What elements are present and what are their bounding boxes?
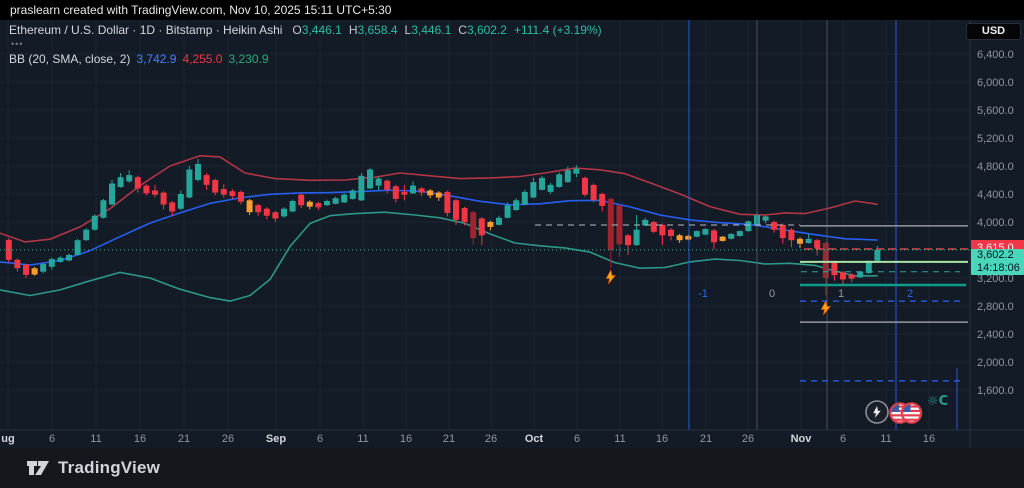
tradingview-logo-text[interactable]: TradingView bbox=[58, 458, 161, 477]
currency-toggle-button[interactable]: USD bbox=[966, 23, 1021, 40]
svg-text:16: 16 bbox=[134, 433, 146, 445]
svg-text:Nov: Nov bbox=[791, 433, 813, 445]
price-axis[interactable]: 6,400.0 6,000.0 5,600.0 5,200.0 4,800.0 4,400… bbox=[977, 49, 1014, 397]
close-label: C bbox=[458, 23, 467, 37]
candles bbox=[5, 159, 881, 296]
svg-text:6,000.0: 6,000.0 bbox=[977, 77, 1014, 89]
high-value: 3,658.4 bbox=[357, 23, 398, 37]
lightning-icon bbox=[605, 269, 616, 285]
low-value: 3,446.1 bbox=[411, 23, 452, 37]
chart-corner-icons: ☼C bbox=[865, 394, 948, 424]
change-value: +111.4 (+3.19%) bbox=[513, 23, 602, 37]
bb-label: BB (20, SMA, close, 2) bbox=[9, 52, 131, 66]
high-label: H bbox=[348, 23, 358, 37]
lightning-icon bbox=[820, 300, 831, 316]
svg-text:21: 21 bbox=[700, 433, 712, 445]
last-price-value: 3,602.2 bbox=[977, 249, 1014, 261]
svg-text:1: 1 bbox=[838, 288, 844, 300]
teal-glyph-icon: ☼C bbox=[927, 394, 948, 409]
svg-text:16: 16 bbox=[656, 433, 668, 445]
symbol-legend-row[interactable]: Ethereum / U.S. Dollar · 1D · Bitstamp ·… bbox=[9, 23, 602, 38]
open-label: O bbox=[292, 23, 302, 37]
svg-text:2,000.0: 2,000.0 bbox=[977, 357, 1014, 369]
svg-text:Oct: Oct bbox=[525, 433, 544, 445]
svg-text:11: 11 bbox=[357, 433, 368, 445]
svg-text:6: 6 bbox=[49, 433, 55, 445]
svg-text:6: 6 bbox=[574, 433, 580, 445]
svg-text:26: 26 bbox=[742, 433, 754, 445]
svg-text:-1: -1 bbox=[698, 288, 708, 300]
grid bbox=[0, 20, 970, 430]
svg-text:5,200.0: 5,200.0 bbox=[977, 133, 1014, 145]
last-price-label: 3,602.2 14:18:06 bbox=[971, 249, 1024, 275]
svg-text:11: 11 bbox=[880, 433, 891, 445]
low-label: L bbox=[404, 23, 412, 37]
horizontal-rays bbox=[535, 224, 970, 382]
attribution-bar: praslearn created with TradingView.com, … bbox=[0, 0, 1024, 20]
svg-text:21: 21 bbox=[178, 433, 190, 445]
svg-text:16: 16 bbox=[400, 433, 412, 445]
us-flag-icon bbox=[902, 404, 921, 422]
svg-text:0: 0 bbox=[769, 288, 775, 300]
svg-text:6: 6 bbox=[840, 433, 846, 445]
svg-text:11: 11 bbox=[90, 433, 101, 445]
svg-text:ug: ug bbox=[1, 433, 14, 445]
open-value: 3,446.1 bbox=[301, 23, 342, 37]
footer-bar: TradingView bbox=[0, 448, 1024, 488]
bb-basis-value: 3,742.9 bbox=[136, 52, 177, 66]
svg-text:26: 26 bbox=[222, 433, 234, 445]
time-axis[interactable]: ug 6 11 16 21 26 Sep 6 11 16 21 26 Oct 6 11 16 21 26 Nov 6 1… bbox=[1, 433, 935, 445]
symbol-title: Ethereum / U.S. Dollar · 1D · Bitstamp ·… bbox=[9, 23, 283, 37]
tradingview-logo-icon[interactable] bbox=[26, 457, 50, 479]
attribution-text: praslearn created with TradingView.com, … bbox=[10, 3, 392, 17]
svg-text:6,400.0: 6,400.0 bbox=[977, 49, 1014, 61]
lightning-markers bbox=[605, 269, 831, 316]
bar-countdown: 14:18:06 bbox=[977, 262, 1020, 274]
svg-text:6: 6 bbox=[317, 433, 323, 445]
ohlc-values: O3,446.1 H3,658.4 L3,446.1 C3,602.2 +111… bbox=[292, 23, 601, 38]
svg-text:4,000.0: 4,000.0 bbox=[977, 217, 1014, 229]
bb-lower-value: 3,230.9 bbox=[228, 52, 269, 66]
bb-legend-row[interactable]: BB (20, SMA, close, 2) 3,742.9 4,255.0 3… bbox=[9, 52, 602, 67]
svg-text:2,400.0: 2,400.0 bbox=[977, 329, 1014, 341]
svg-text:2,800.0: 2,800.0 bbox=[977, 301, 1014, 313]
svg-text:16: 16 bbox=[923, 433, 935, 445]
svg-text:2: 2 bbox=[907, 288, 913, 300]
svg-text:11: 11 bbox=[614, 433, 625, 445]
svg-text:3,200.0: 3,200.0 bbox=[977, 273, 1014, 285]
projection-verticals: -1 0 1 2 bbox=[688, 20, 958, 430]
svg-text:4,400.0: 4,400.0 bbox=[977, 189, 1014, 201]
chart-legend: Ethereum / U.S. Dollar · 1D · Bitstamp ·… bbox=[9, 23, 602, 67]
bb-upper-value: 4,255.0 bbox=[182, 52, 223, 66]
close-value: 3,602.2 bbox=[466, 23, 507, 37]
svg-text:5,600.0: 5,600.0 bbox=[977, 105, 1014, 117]
svg-text:Sep: Sep bbox=[266, 433, 286, 445]
svg-text:21: 21 bbox=[443, 433, 455, 445]
svg-text:1,600.0: 1,600.0 bbox=[977, 385, 1014, 397]
svg-text:26: 26 bbox=[485, 433, 497, 445]
legend-more-button[interactable]: ••• bbox=[11, 39, 24, 49]
svg-text:4,800.0: 4,800.0 bbox=[977, 161, 1014, 173]
